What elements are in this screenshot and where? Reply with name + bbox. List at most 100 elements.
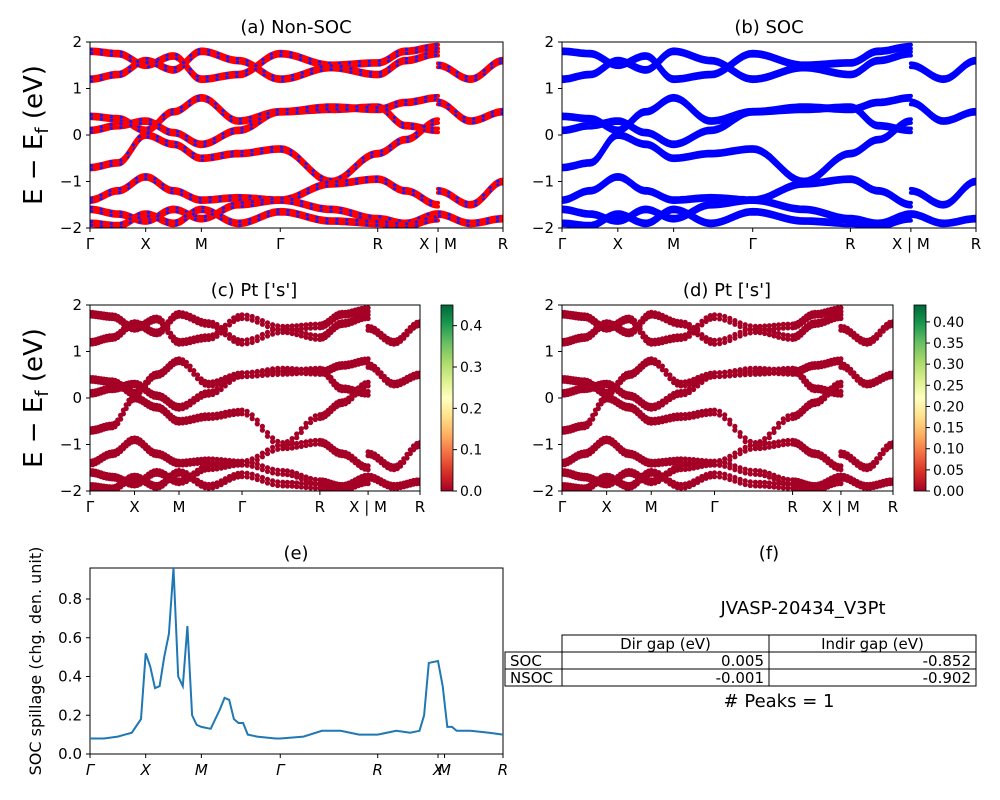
panel-d-point	[766, 370, 772, 376]
panel-d-point	[722, 475, 728, 481]
panel-d-cb-tick-label: 0.10	[933, 442, 964, 458]
panel-d-point	[682, 391, 688, 398]
panel-d-point	[682, 463, 688, 469]
panel-c-point	[284, 369, 290, 375]
panel-a-band-dash-5	[90, 173, 439, 205]
panel-e-xtick-label: M	[438, 761, 451, 779]
panel-d-point	[785, 437, 791, 444]
panel-c-point	[303, 424, 309, 430]
panel-c-point	[308, 475, 314, 482]
panel-d-point	[742, 470, 748, 476]
panel-d-point	[737, 320, 743, 326]
panel-d-point	[757, 369, 763, 375]
panel-d-point	[727, 461, 733, 467]
panel-d-point	[707, 340, 713, 346]
panel-a-band-dash-7	[90, 209, 439, 228]
panel-d-point	[695, 461, 701, 467]
panel-c-points	[90, 305, 420, 491]
panel-c-xtick-label: M	[173, 498, 186, 516]
panel-d-point	[691, 461, 697, 468]
panel-c-point	[275, 482, 281, 489]
panel-c-point	[222, 461, 228, 467]
panel-c-point	[214, 333, 220, 339]
panel-b-ytick-label: −1	[532, 173, 554, 191]
panel-d-point	[727, 334, 733, 340]
panel-d-point	[663, 395, 669, 402]
peaks-text: # Peaks = 1	[724, 691, 835, 712]
panel-d-point	[762, 323, 768, 329]
panel-d-point	[590, 412, 596, 418]
panel-c-point	[312, 481, 318, 487]
panel-d-point	[776, 439, 782, 445]
panel-d-point	[766, 431, 772, 437]
panel-c-point	[226, 463, 233, 469]
panel-c-point	[289, 479, 295, 486]
panel-d-point	[727, 337, 733, 344]
panel-c-point	[235, 411, 241, 417]
panel-c-point	[289, 369, 295, 375]
panel-d-point	[752, 326, 759, 332]
panel-d-point	[766, 328, 772, 334]
panel-a-band-dash-9	[437, 57, 503, 79]
panel-c-point	[218, 478, 224, 484]
panel-a-title: (a) Non-SOC	[240, 17, 351, 38]
panel-c-point	[231, 373, 237, 379]
panel-d-point	[776, 424, 782, 430]
panel-c-point	[312, 485, 318, 491]
panel-c-point	[254, 334, 260, 340]
panel-b-title: (b) SOC	[734, 17, 803, 38]
panel-d-point	[747, 438, 753, 444]
panel-c-point	[226, 335, 233, 341]
panel-c-point	[289, 483, 295, 489]
panel-c-point	[183, 363, 189, 369]
panel-d-point	[691, 478, 697, 484]
panel-c-point	[210, 323, 216, 329]
panel-d-point	[766, 435, 772, 441]
panel-c-point	[298, 429, 304, 435]
panel-d-point	[711, 374, 718, 380]
panel-c-point	[214, 325, 220, 331]
gap-table-indir-value: -0.902	[923, 669, 971, 687]
panel-d-point	[854, 373, 860, 379]
panel-d-point	[780, 475, 786, 482]
panel-c-point	[235, 316, 241, 322]
panel-d-xtick-label: R	[787, 498, 797, 516]
panel-d-point	[737, 476, 743, 482]
panel-d-point	[722, 313, 728, 320]
panel-d-point	[766, 332, 772, 338]
panel-c-point	[235, 313, 241, 319]
panel-d-point	[722, 416, 728, 422]
panel-c-point	[226, 412, 233, 418]
panel-c-point	[259, 331, 265, 338]
panel-d-point	[732, 463, 738, 469]
panel-d-point	[825, 388, 831, 395]
panel-d-point	[648, 458, 654, 464]
panel-d-point	[686, 333, 693, 339]
panel-d-cb-tick-label: 0.30	[933, 357, 964, 373]
panel-d-point	[686, 415, 693, 421]
panel-c-point	[210, 332, 216, 338]
panel-c-point	[303, 484, 309, 491]
panel-c-point	[249, 460, 255, 466]
panel-c-point	[194, 372, 201, 378]
panel-c-point	[289, 445, 295, 451]
panel-c-point	[210, 456, 216, 462]
panel-c-point	[218, 383, 224, 389]
panel-c-point	[365, 356, 371, 362]
panel-d-point	[699, 473, 705, 480]
panel-d-point	[707, 371, 713, 377]
panel-d-point	[752, 471, 759, 477]
panel-d-point	[766, 474, 772, 480]
panel-e-xtick-label: Γ	[276, 761, 286, 779]
panel-c-point	[231, 335, 237, 341]
panel-c-point	[222, 413, 228, 419]
panel-d-point	[682, 336, 688, 342]
panel-d-point	[880, 447, 886, 453]
panel-c-point	[264, 451, 271, 457]
panel-d-point	[727, 319, 733, 325]
panel-d-point	[757, 442, 763, 448]
panel-c-point	[298, 329, 304, 335]
panel-c-point	[206, 379, 212, 385]
panel-d-point	[691, 386, 697, 393]
panel-d-point	[785, 371, 791, 377]
